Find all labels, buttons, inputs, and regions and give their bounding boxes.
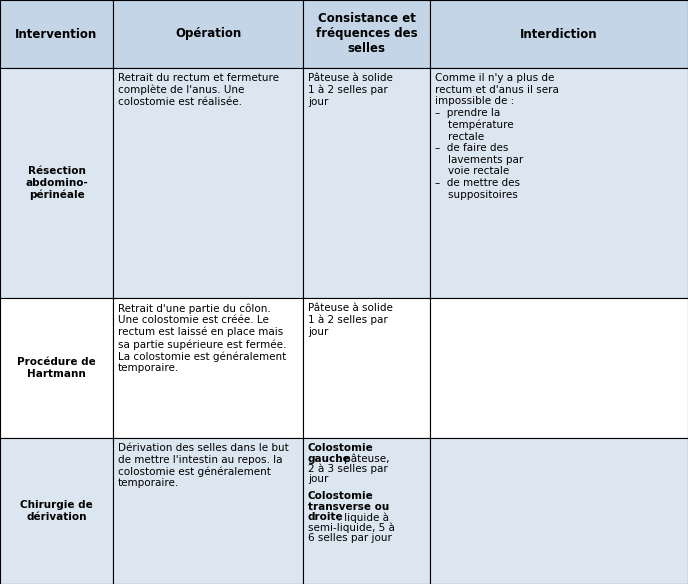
Bar [0, 0, 113, 68]
Bar [113, 438, 303, 584]
Bar [430, 0, 688, 68]
Text: semi-liquide, 5 à: semi-liquide, 5 à [308, 523, 395, 533]
Bar [113, 298, 303, 438]
Bar [303, 298, 430, 438]
Text: Interdiction: Interdiction [520, 27, 598, 40]
Text: Retrait d'une partie du côlon.
Une colostomie est créée. Le
rectum est laissé en: Retrait d'une partie du côlon. Une colos… [118, 303, 286, 373]
Text: 6 selles par jour: 6 selles par jour [308, 533, 392, 543]
Text: transverse ou: transverse ou [308, 502, 389, 512]
Text: Comme il n'y a plus de
rectum et d'anus il sera
impossible de :
–  prendre la
  : Comme il n'y a plus de rectum et d'anus … [435, 73, 559, 200]
Bar [430, 438, 688, 584]
Text: Consistance et
fréquences des
selles: Consistance et fréquences des selles [316, 12, 418, 55]
Text: 2 à 3 selles par: 2 à 3 selles par [308, 464, 388, 474]
Text: Pâteuse à solide
1 à 2 selles par
jour: Pâteuse à solide 1 à 2 selles par jour [308, 73, 393, 107]
Text: Procédure de
Hartmann: Procédure de Hartmann [17, 357, 96, 379]
Bar [430, 68, 688, 298]
Bar [303, 438, 430, 584]
Text: Résection
abdomino-
périnéale: Résection abdomino- périnéale [25, 166, 88, 200]
Text: : liquide à: : liquide à [334, 512, 389, 523]
Text: Intervention: Intervention [15, 27, 98, 40]
Text: : pâteuse,: : pâteuse, [334, 454, 389, 464]
Text: Pâteuse à solide
1 à 2 selles par
jour: Pâteuse à solide 1 à 2 selles par jour [308, 303, 393, 337]
Text: Retrait du rectum et fermeture
complète de l'anus. Une
colostomie est réalisée.: Retrait du rectum et fermeture complète … [118, 73, 279, 107]
Bar [0, 298, 113, 438]
Text: gauche: gauche [308, 454, 351, 464]
Bar [0, 68, 113, 298]
Text: jour: jour [308, 474, 328, 485]
Text: Colostomie: Colostomie [308, 443, 374, 453]
Text: Chirurgie de
dérivation: Chirurgie de dérivation [20, 500, 93, 522]
Bar [430, 298, 688, 438]
Bar [303, 0, 430, 68]
Bar [113, 0, 303, 68]
Text: Opération: Opération [175, 27, 241, 40]
Bar [113, 68, 303, 298]
Bar [303, 68, 430, 298]
Text: Dérivation des selles dans le but
de mettre l'intestin au repos. la
colostomie e: Dérivation des selles dans le but de met… [118, 443, 289, 488]
Bar [0, 438, 113, 584]
Text: droite: droite [308, 512, 343, 522]
Text: Colostomie: Colostomie [308, 491, 374, 501]
